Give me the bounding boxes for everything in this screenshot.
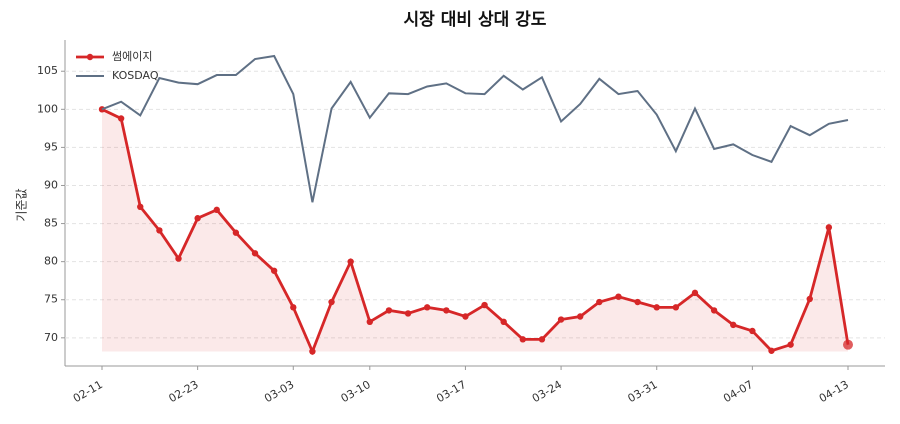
point [538,336,546,343]
point [691,289,699,297]
y-tick-label: 70 [44,331,58,344]
point [270,267,278,274]
point [404,310,412,317]
point [481,301,488,309]
legend-label: KOSDAQ [112,69,159,82]
y-tick-label: 105 [37,64,58,77]
point [634,298,641,306]
point [117,115,125,122]
point [347,258,354,265]
x-tick-label: 03-24 [530,378,564,405]
point [806,295,813,303]
point [768,347,775,354]
y-tick-label: 85 [44,217,58,230]
point [213,206,220,214]
point [194,215,201,222]
point [749,327,756,335]
point [825,224,833,231]
x-tick-label: 03-10 [339,378,373,405]
point [309,348,316,355]
point [423,304,431,311]
legend-marker [86,53,94,61]
y-tick-label: 90 [44,178,58,191]
x-tick-label: 03-17 [434,378,468,405]
y-tick-label: 75 [44,293,58,306]
y-tick-label: 80 [44,255,58,268]
y-tick-label: 100 [37,102,58,115]
point [557,316,565,323]
area-fill [102,109,848,352]
point [443,307,450,314]
point [156,227,163,234]
legend-label: 썸에이지 [112,50,152,63]
point [462,313,469,320]
point [787,341,794,348]
point [328,298,335,306]
point [843,339,853,350]
point [519,336,527,343]
point [251,250,259,257]
y-axis-label: 기준값 [15,188,29,221]
point [232,229,240,236]
point [596,298,603,306]
x-tick-label: 04-07 [721,378,755,405]
point [615,293,622,300]
point [385,307,393,314]
point [577,313,584,320]
point [500,318,507,326]
x-tick-label: 02-11 [71,378,105,405]
point [653,304,660,311]
point [710,307,718,314]
point [175,255,182,262]
point [290,304,297,311]
point [137,203,144,211]
x-tick-label: 03-03 [262,378,296,405]
point [730,321,737,329]
x-tick-label: 04-13 [817,378,851,405]
x-tick-label: 02-23 [166,378,200,405]
line [101,54,849,203]
line [101,108,850,356]
point [672,304,680,311]
y-tick-label: 95 [44,140,58,153]
point [366,318,373,326]
x-tick-label: 03-31 [626,378,660,405]
chart-title: 시장 대비 상대 강도 [404,10,547,30]
